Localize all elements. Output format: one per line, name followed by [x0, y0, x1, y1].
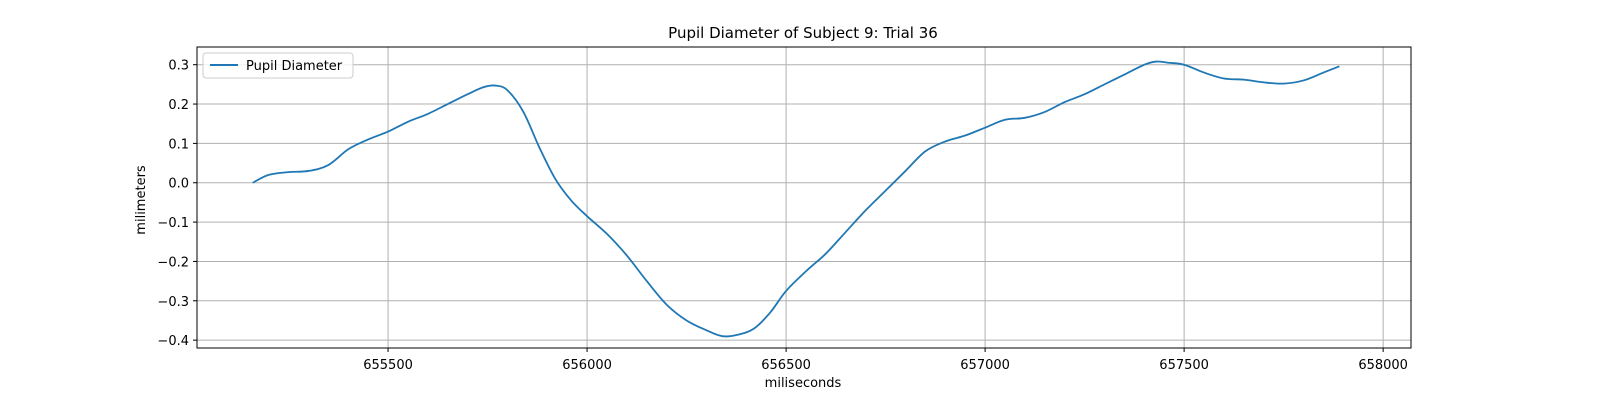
x-tick-label: 656000	[562, 358, 612, 373]
y-tick-label: 0.3	[168, 59, 189, 74]
axes-frame	[196, 46, 1412, 349]
x-tick-label: 655500	[363, 358, 413, 373]
y-tick-label: 0.0	[168, 177, 189, 192]
y-axis-label: milimeters	[134, 165, 149, 235]
pupil-diameter-line	[252, 60, 1340, 338]
series-layer	[252, 60, 1340, 338]
grid-lines	[197, 47, 1411, 348]
x-tick-label: 657500	[1159, 358, 1209, 373]
legend: Pupil Diameter	[202, 52, 354, 79]
x-tick-label: 657000	[960, 358, 1010, 373]
x-axis-label: miliseconds	[765, 376, 842, 391]
y-tick-label: −0.2	[157, 255, 189, 270]
x-axis-ticks: 655500 656000 656500 657000 657500 658000	[363, 348, 1408, 373]
plot-area-border	[196, 46, 1412, 349]
y-tick-label: −0.3	[157, 295, 189, 310]
x-tick-label: 656500	[761, 358, 811, 373]
legend-box	[202, 52, 354, 79]
y-axis-ticks: −0.4 −0.3 −0.2 −0.1 0.0 0.1 0.2 0.3	[157, 59, 197, 349]
y-tick-label: 0.2	[168, 98, 189, 113]
legend-label: Pupil Diameter	[246, 59, 343, 74]
y-tick-label: −0.4	[157, 334, 189, 349]
y-tick-label: 0.1	[168, 137, 189, 152]
x-tick-label: 658000	[1358, 358, 1408, 373]
y-tick-label: −0.1	[157, 216, 189, 231]
chart-title: Pupil Diameter of Subject 9: Trial 36	[668, 24, 938, 42]
